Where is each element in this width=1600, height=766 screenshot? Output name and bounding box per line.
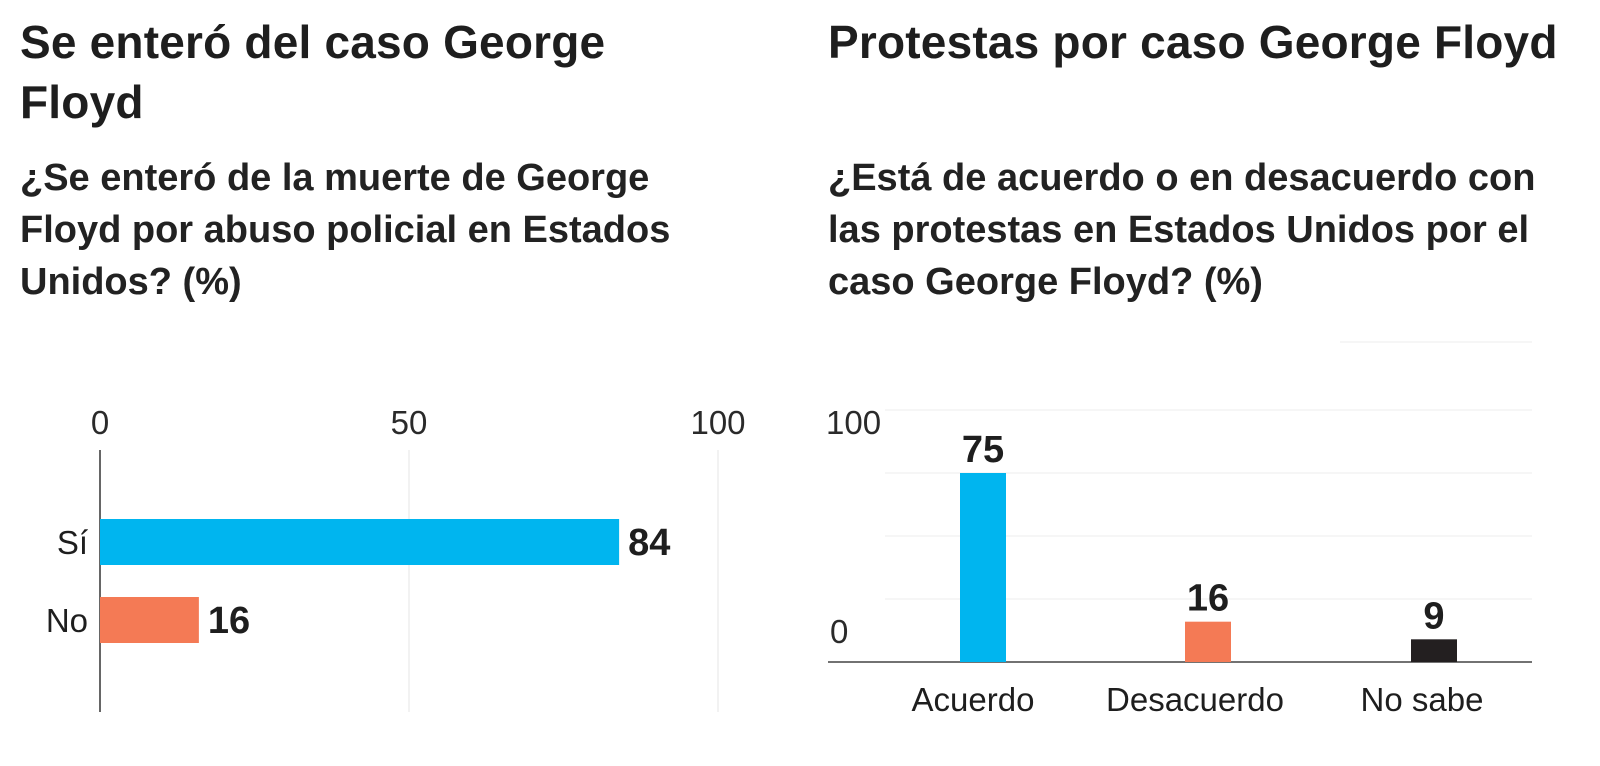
- x-tick-label: 0: [91, 404, 109, 441]
- bar: [960, 473, 1006, 662]
- vertical-bar-chart: 100 0 75 Acuerdo 16 Desacuerdo 9 No sabe: [826, 341, 1532, 718]
- data-label: 16: [208, 600, 250, 642]
- panel-protests: Protestas por caso George Floyd ¿Está de…: [800, 0, 1600, 766]
- bar: [1411, 639, 1457, 662]
- chart-title-protests: Protestas por caso George Floyd: [828, 16, 1558, 68]
- data-label: 75: [962, 429, 1004, 471]
- bar: [100, 519, 620, 565]
- y-tick-label: 0: [830, 613, 848, 650]
- data-label: 84: [628, 522, 670, 564]
- category-label: No: [46, 602, 88, 639]
- data-label: 9: [1423, 595, 1444, 637]
- bar: [1185, 621, 1231, 662]
- x-tick-label: 100: [690, 404, 745, 441]
- data-label: 16: [1187, 578, 1229, 620]
- category-label: Sí: [57, 524, 88, 561]
- category-label: Acuerdo: [912, 681, 1035, 718]
- panel-awareness: Se enteró del caso George Floyd ¿Se ente…: [20, 16, 746, 712]
- y-tick-label: 100: [826, 404, 881, 441]
- chart-subtitle-protests: ¿Está de acuerdo o en desacuerdo con las…: [828, 157, 1536, 303]
- chart-subtitle-awareness: ¿Se enteró de la muerte de George Floyd …: [20, 157, 671, 303]
- chart-title-awareness: Se enteró del caso George Floyd: [20, 16, 606, 128]
- bar: [100, 597, 199, 643]
- x-tick-label: 50: [391, 404, 428, 441]
- horizontal-bar-chart: 0 50 100 Sí 84 No 16: [46, 404, 746, 712]
- category-label: No sabe: [1361, 681, 1484, 718]
- category-label: Desacuerdo: [1106, 681, 1284, 718]
